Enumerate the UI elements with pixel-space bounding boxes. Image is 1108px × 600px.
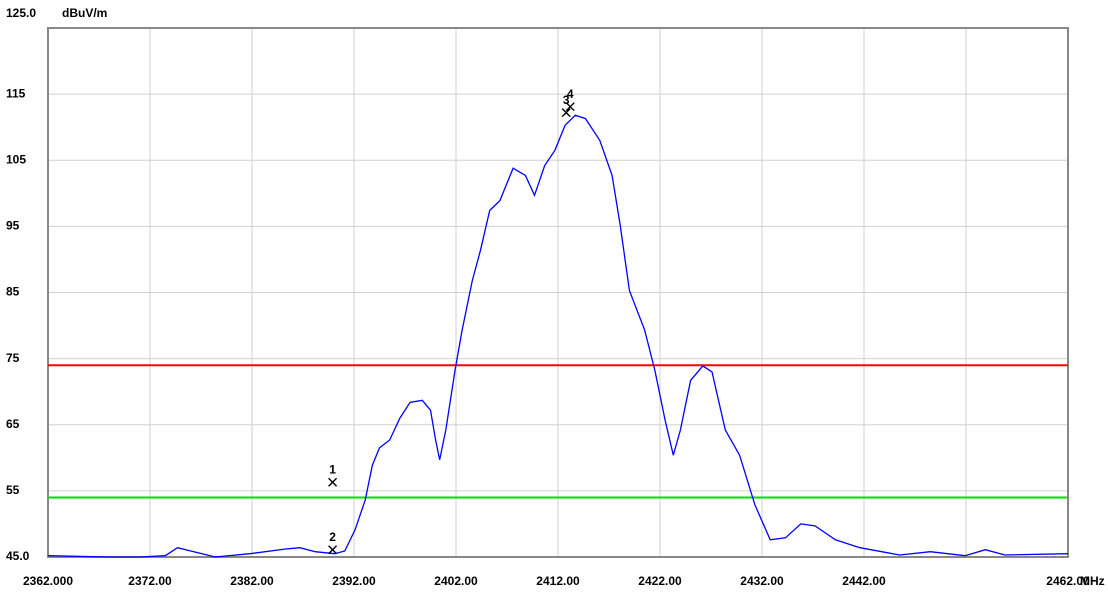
y-tick-label: 75: [6, 351, 20, 365]
plot-border: [47, 27, 1069, 558]
x-unit: MHz: [1080, 574, 1105, 588]
y-tick-label: 85: [6, 285, 20, 299]
y-tick-label: 95: [6, 219, 20, 233]
y-tick-label: 55: [6, 483, 20, 497]
x-tick-label: 2402.00: [434, 574, 478, 588]
y-tick-label: 105: [6, 152, 26, 166]
x-tick-label: 2382.00: [230, 574, 274, 588]
x-tick-label: 2412.00: [536, 574, 580, 588]
x-tick-label: 2432.00: [740, 574, 784, 588]
x-tick-label: 2392.00: [332, 574, 376, 588]
x-tick-label: 2462.00: [1046, 574, 1090, 588]
x-tick-label: 2362.000: [23, 574, 73, 588]
y-tick-label: 45.0: [6, 549, 30, 563]
marker-label: 4: [567, 87, 574, 101]
y-unit: dBuV/m: [62, 6, 107, 20]
marker: [565, 102, 575, 112]
marker-label: 3: [563, 93, 570, 107]
marker-label: 1: [329, 462, 336, 476]
marker: [328, 545, 338, 555]
marker: [561, 108, 571, 118]
x-tick-label: 2372.00: [128, 574, 172, 588]
x-tick-label: 2442.00: [842, 574, 886, 588]
trace: [47, 114, 1069, 558]
x-tick-label: 2422.00: [638, 574, 682, 588]
y-tick-label: 115: [6, 86, 26, 100]
marker-label: 2: [329, 530, 336, 544]
marker: [328, 477, 338, 487]
y-tick-label: 65: [6, 417, 20, 431]
y-tick-label: 125.0: [6, 6, 36, 20]
